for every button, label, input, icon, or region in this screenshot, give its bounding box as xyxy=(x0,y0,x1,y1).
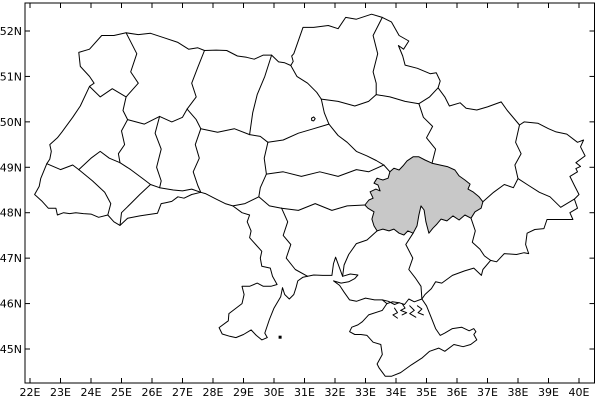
border-ivanofrankivsk-zakarpattia xyxy=(78,169,112,216)
x-axis-label-31E: 31E xyxy=(294,386,315,399)
x-axis-label-29E: 29E xyxy=(233,386,254,399)
y-axis-label-49N: 49N xyxy=(0,161,22,174)
border-rivne-south xyxy=(127,108,188,125)
x-axis-label-37E: 37E xyxy=(477,386,498,399)
border-volyn-rivne xyxy=(125,32,139,98)
border-kyiv-cherkasy xyxy=(267,123,330,143)
y-axis-label-46N: 46N xyxy=(0,298,22,311)
border-donetsk-luhansk xyxy=(517,178,575,208)
border-odesa-kirovohrad xyxy=(258,196,283,209)
border-kharkiv-luhansk xyxy=(514,124,522,180)
sivash-lagoon-detail-1 xyxy=(400,303,408,316)
x-axis-label-28E: 28E xyxy=(203,386,224,399)
border-kharkiv-donetsk xyxy=(482,178,519,203)
border-zhytomyr-kyiv xyxy=(249,54,273,136)
x-axis-label-40E: 40E xyxy=(569,386,590,399)
border-khmelnytskyi-vinnytsia xyxy=(192,128,202,193)
border-kherson-sivash-shore xyxy=(386,298,423,305)
border-cherkasy-kirovohrad xyxy=(265,164,385,177)
border-vinnytsia-odesa xyxy=(232,196,260,207)
border-chernihiv-sumy xyxy=(372,16,383,96)
axis-frame xyxy=(24,2,595,384)
x-axis-label-39E: 39E xyxy=(538,386,559,399)
x-axis-label-27E: 27E xyxy=(172,386,193,399)
border-chernihiv-kyiv xyxy=(290,65,322,100)
sivash-lagoon-detail-2 xyxy=(409,305,417,318)
border-mykolaiv-kherson xyxy=(342,230,378,277)
border-zaporizhzhia-donetsk xyxy=(470,217,492,261)
border-lviv-ternopil xyxy=(117,119,129,164)
border-kyiv-poltava xyxy=(320,98,330,125)
border-zhytomyr-vinnytsia xyxy=(200,128,251,136)
border-zhytomyr-khmelnytskyi xyxy=(186,108,202,130)
border-mykolaiv-odesa xyxy=(281,207,309,277)
border-dniester-chernivtsi xyxy=(150,184,202,193)
y-axis-label-45N: 45N xyxy=(0,343,22,356)
border-kyiv-vinnytsia xyxy=(249,134,269,143)
cherkasy-enclave xyxy=(311,116,316,122)
sivash-lagoon-detail-3 xyxy=(392,307,398,319)
x-axis-label-35E: 35E xyxy=(416,386,437,399)
border-chernihiv-poltava xyxy=(320,94,377,107)
border-kherson-zaporizhzhia xyxy=(405,232,423,300)
y-axis-label-50N: 50N xyxy=(0,116,22,129)
border-rivne-zhytomyr xyxy=(186,50,205,110)
y-axis-label-52N: 52N xyxy=(0,25,22,38)
x-axis-label-23E: 23E xyxy=(50,386,71,399)
x-axis-label-36E: 36E xyxy=(447,386,468,399)
x-axis-label-26E: 26E xyxy=(142,386,163,399)
border-kirovohrad-mykolaiv xyxy=(281,203,366,211)
x-axis-label-33E: 33E xyxy=(355,386,376,399)
border-poltava-kirovohrad xyxy=(383,164,391,173)
border-ternopil-ivanofrankivsk xyxy=(119,162,151,185)
border-lviv-rivne xyxy=(122,96,129,121)
border-sumy-poltava xyxy=(375,94,420,105)
y-axis-label-48N: 48N xyxy=(0,207,22,220)
x-axis-label-22E: 22E xyxy=(20,386,41,399)
x-axis-label-38E: 38E xyxy=(508,386,529,399)
border-poltava-kharkiv xyxy=(418,103,437,164)
x-axis-label-34E: 34E xyxy=(386,386,407,399)
border-lviv-ivanofrankivsk xyxy=(78,150,121,171)
border-lviv-volyn xyxy=(89,85,127,98)
border-sumy-kharkiv xyxy=(418,87,439,105)
y-axis-label-51N: 51N xyxy=(0,70,22,83)
x-axis-label-25E: 25E xyxy=(111,386,132,399)
snake-island xyxy=(278,335,282,339)
border-kherson-crimea-perekop xyxy=(381,299,400,305)
x-axis-label-30E: 30E xyxy=(264,386,285,399)
border-ternopil-khmelnytskyi xyxy=(154,115,162,189)
border-vinnytsia-kirovohrad xyxy=(258,173,267,198)
x-axis-label-24E: 24E xyxy=(81,386,102,399)
sivash-lagoon-detail-4 xyxy=(416,305,424,316)
border-lviv-zakarpattia xyxy=(46,163,80,171)
x-axis-label-32E: 32E xyxy=(325,386,346,399)
border-cherkasy-poltava xyxy=(328,123,385,166)
border-vinnytsia-cherkasy xyxy=(263,141,269,175)
dnipropetrovsk xyxy=(364,156,484,236)
y-axis-label-47N: 47N xyxy=(0,252,22,265)
border-ivanofrankivsk-chernivtsi xyxy=(119,184,151,226)
